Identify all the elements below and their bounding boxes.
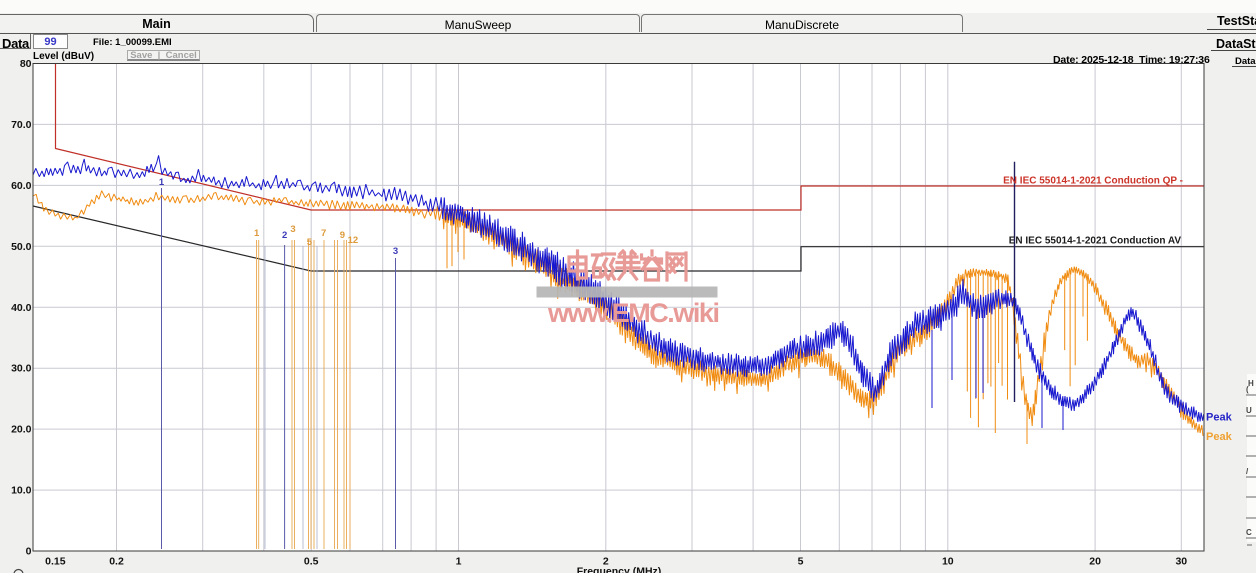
svg-text:(: (: [1246, 385, 1249, 394]
svg-text:H: H: [1248, 379, 1254, 388]
svg-text:40.0: 40.0: [11, 302, 32, 314]
svg-text:0.15: 0.15: [45, 556, 66, 568]
svg-text:2: 2: [603, 556, 609, 568]
svg-text:30: 30: [1175, 556, 1187, 568]
svg-text:9: 9: [340, 230, 345, 241]
svg-text:50.0: 50.0: [11, 241, 32, 253]
svg-text:www.EMC.wiki: www.EMC.wiki: [547, 298, 720, 328]
svg-text:U: U: [1246, 406, 1252, 415]
svg-text:30.0: 30.0: [11, 363, 32, 375]
svg-text:7: 7: [321, 228, 326, 239]
svg-text:1: 1: [456, 556, 462, 568]
svg-text:1: 1: [254, 228, 260, 239]
svg-text:60.0: 60.0: [11, 180, 32, 192]
svg-text:20.0: 20.0: [11, 424, 32, 436]
svg-text:Frequency (MHz): Frequency (MHz): [577, 566, 662, 573]
svg-text:/: /: [1246, 467, 1249, 476]
svg-text:20: 20: [1089, 556, 1101, 568]
svg-text:70.0: 70.0: [11, 119, 32, 131]
svg-text:1: 1: [159, 177, 165, 188]
svg-text:0: 0: [26, 546, 32, 558]
svg-text:0.2: 0.2: [109, 556, 124, 568]
svg-text:2: 2: [282, 230, 287, 241]
svg-text:Peak: Peak: [1206, 431, 1233, 443]
svg-text:10: 10: [942, 556, 954, 568]
svg-text:C: C: [1246, 528, 1252, 537]
svg-text:3: 3: [393, 246, 398, 257]
svg-text:EN IEC 55014-1-2021 Conduction: EN IEC 55014-1-2021 Conduction QP -: [1003, 176, 1183, 187]
svg-text:80: 80: [20, 58, 32, 70]
svg-text:EN IEC 55014-1-2021 Conduction: EN IEC 55014-1-2021 Conduction AV: [1009, 236, 1182, 247]
svg-text:Peak: Peak: [1206, 412, 1233, 424]
svg-text:12: 12: [348, 235, 359, 246]
svg-text:10.0: 10.0: [11, 485, 32, 497]
svg-text:5: 5: [307, 237, 313, 248]
svg-text:0.5: 0.5: [304, 556, 319, 568]
svg-text:5: 5: [798, 556, 804, 568]
svg-text:3: 3: [290, 224, 295, 235]
